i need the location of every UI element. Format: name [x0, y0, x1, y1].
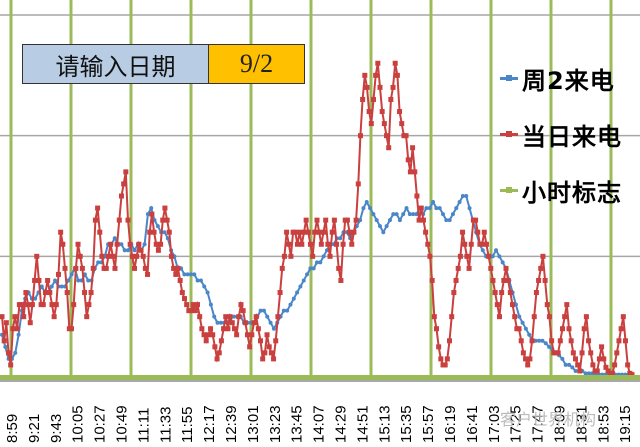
chart-legend: 周2来电 当日来电 小时标志 — [500, 50, 622, 218]
svg-text:17:47: 17:47 — [530, 405, 547, 443]
svg-text:15:57: 15:57 — [420, 405, 437, 443]
watermark-text: 客户世界机构 — [500, 410, 597, 429]
svg-text:12:39: 12:39 — [223, 405, 240, 443]
svg-text:18:31: 18:31 — [573, 405, 590, 443]
svg-text:16:19: 16:19 — [442, 405, 459, 443]
svg-text:10:05: 10:05 — [70, 405, 87, 443]
svg-text:11:55: 11:55 — [179, 407, 196, 443]
svg-text:14:29: 14:29 — [333, 405, 350, 443]
legend-label: 小时标志 — [522, 178, 622, 207]
svg-text:17:25: 17:25 — [508, 405, 525, 443]
svg-text:13:23: 13:23 — [267, 405, 284, 443]
svg-text:10:49: 10:49 — [114, 405, 131, 443]
series-today-calls — [0, 60, 635, 378]
svg-text:15:13: 15:13 — [376, 405, 393, 443]
svg-text:13:45: 13:45 — [289, 405, 306, 443]
svg-text:12:17: 12:17 — [201, 405, 218, 443]
svg-text:9:43: 9:43 — [48, 414, 65, 443]
svg-text:14:51: 14:51 — [354, 405, 371, 443]
x-axis-tick-labels: 8:59 9:21 9:43 10:05 10:27 10:49 11:11 11:33 11:… — [4, 405, 634, 443]
svg-text:16:41: 16:41 — [464, 405, 481, 443]
svg-text:18:09: 18:09 — [552, 405, 569, 443]
date-input-field[interactable]: 9/2 — [209, 45, 304, 83]
svg-text:13:01: 13:01 — [245, 405, 262, 443]
legend-marker-icon — [500, 74, 518, 81]
svg-text:8:59: 8:59 — [4, 414, 21, 443]
date-input-label: 请输入日期 — [23, 45, 209, 83]
svg-text:14:07: 14:07 — [311, 405, 328, 443]
legend-item-tuesday-calls: 周2来电 — [500, 50, 622, 106]
svg-text:15:35: 15:35 — [398, 405, 415, 443]
svg-text:10:27: 10:27 — [92, 405, 109, 443]
legend-item-today-calls: 当日来电 — [500, 106, 622, 162]
legend-label: 周2来电 — [522, 66, 615, 95]
x-axis — [0, 375, 640, 382]
legend-item-hour-marker: 小时标志 — [500, 162, 622, 218]
legend-marker-icon — [500, 130, 518, 137]
svg-text:11:33: 11:33 — [157, 407, 174, 443]
svg-text:19:15: 19:15 — [617, 405, 634, 443]
svg-text:18:53: 18:53 — [595, 405, 612, 443]
svg-text:11:11: 11:11 — [135, 408, 152, 443]
legend-label: 当日来电 — [522, 122, 622, 151]
date-input-box: 请输入日期 9/2 — [22, 44, 305, 84]
svg-text:17:03: 17:03 — [486, 405, 503, 443]
legend-marker-icon — [500, 186, 518, 193]
svg-text:9:21: 9:21 — [26, 414, 43, 443]
